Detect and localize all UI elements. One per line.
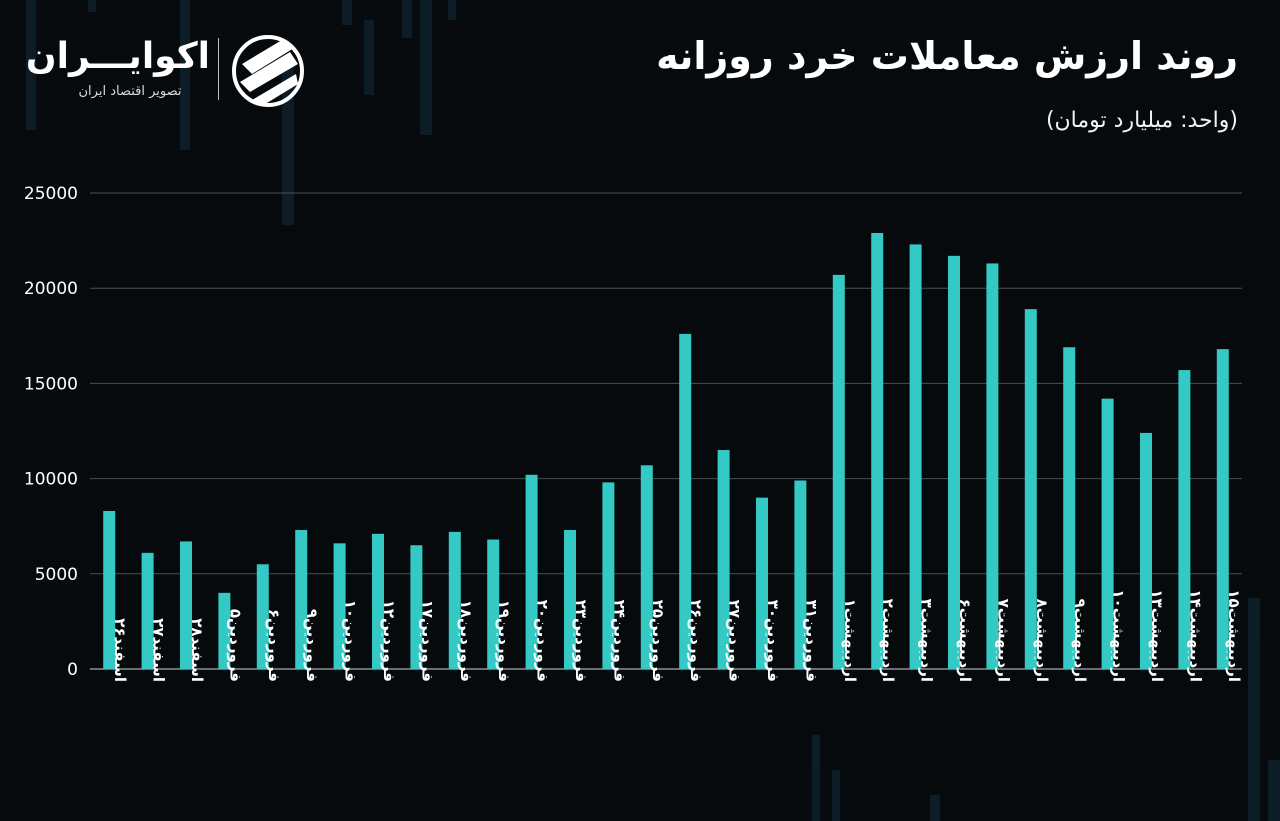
- brand-name: اکوایـــران: [25, 36, 210, 77]
- x-tick-label: اردیبهشت۱: [841, 599, 859, 682]
- bar: [679, 333, 692, 669]
- x-tick-label: اردیبهشت۱۳: [1148, 589, 1166, 682]
- x-axis-ticks: اسفند۲۶ اسفند۲۷ اسفند۲۸ فروردین۵ فروردین۶ فرو…: [111, 589, 1243, 682]
- brand-mark-icon: [232, 35, 304, 107]
- bar: [333, 543, 346, 669]
- y-tick-label: 10000: [24, 470, 78, 490]
- chart-title: روند ارزش معاملات خرد روزانه: [656, 34, 1238, 78]
- bar: [103, 510, 116, 669]
- bar: [1140, 432, 1152, 669]
- bar: [986, 263, 999, 669]
- x-tick-label: اسفند۲۶: [111, 618, 129, 682]
- x-tick-label: اردیبهشت۹: [1071, 599, 1089, 682]
- y-tick-label: 5000: [35, 565, 78, 585]
- bar: [141, 552, 154, 669]
- bar: [948, 255, 960, 669]
- bar: [525, 474, 538, 669]
- y-tick-label: 0: [67, 660, 78, 680]
- y-axis-ticks: 25000 20000 15000 10000 5000 0: [24, 184, 78, 680]
- bar: [372, 533, 384, 669]
- bar: [256, 564, 269, 669]
- x-tick-label: اردیبهشت۶: [956, 599, 974, 682]
- bar: [295, 530, 308, 669]
- x-tick-label: فروردین۲۶: [687, 600, 705, 682]
- bar: [602, 482, 615, 669]
- bar: [1178, 370, 1191, 669]
- y-tick-label: 15000: [24, 374, 78, 394]
- x-tick-label: اردیبهشت۷: [994, 599, 1012, 682]
- x-tick-label: اردیبهشت۱۰: [1110, 589, 1128, 682]
- bars: [103, 232, 1229, 669]
- x-tick-label: اردیبهشت۸: [1033, 599, 1051, 682]
- bar: [794, 480, 807, 669]
- y-tick-label: 25000: [24, 184, 78, 204]
- x-tick-label: فروردین۳۰: [764, 600, 782, 682]
- bar: [756, 497, 768, 669]
- brand-tagline: تصویر اقتصاد ایران: [78, 84, 182, 99]
- x-tick-label: فروردین۱۹: [495, 600, 513, 682]
- gridlines: [90, 192, 1242, 670]
- x-tick-label: فروردین۲۷: [726, 600, 744, 682]
- x-tick-label: فروردین۱۷: [418, 600, 436, 682]
- bar: [410, 545, 423, 669]
- bar: [180, 541, 192, 669]
- x-tick-label: اردیبهشت۱۵: [1225, 589, 1243, 682]
- x-tick-label: فروردین۹: [303, 609, 321, 682]
- x-tick-label: اردیبهشت۱۴: [1186, 589, 1204, 682]
- bar: [1063, 347, 1076, 669]
- bar: [832, 274, 845, 669]
- bar: [448, 531, 461, 669]
- x-tick-label: فروردین۵: [226, 609, 244, 682]
- bar: [1216, 349, 1229, 669]
- bar: [1101, 398, 1114, 669]
- x-tick-label: فروردین۲۴: [610, 600, 628, 682]
- y-tick-label: 20000: [24, 279, 78, 299]
- bar: [564, 530, 576, 669]
- x-tick-label: فروردین۱۲: [380, 600, 398, 682]
- brand-logo[interactable]: اکوایـــران تصویر اقتصاد ایران: [25, 34, 320, 114]
- bar: [717, 450, 730, 669]
- x-tick-label: فروردین۳۱: [802, 600, 820, 682]
- x-tick-label: فروردین۱۸: [457, 600, 475, 682]
- x-tick-label: اردیبهشت۲: [879, 599, 897, 682]
- x-tick-label: فروردین۱۰: [342, 600, 360, 682]
- logo-divider: [218, 38, 219, 100]
- bar: [909, 244, 922, 669]
- x-tick-label: فروردین۲۵: [649, 600, 667, 682]
- x-tick-label: فروردین۲۰: [534, 600, 552, 682]
- bar: [871, 232, 884, 669]
- bar: [487, 539, 500, 669]
- x-tick-label: فروردین۶: [265, 609, 283, 682]
- bar: [218, 592, 231, 669]
- x-tick-label: اسفند۲۷: [150, 618, 168, 682]
- chart-unit-subtitle: (واحد: میلیارد تومان): [1045, 108, 1238, 133]
- bar: [640, 465, 653, 669]
- x-tick-label: فروردین۲۳: [572, 600, 590, 682]
- x-tick-label: اردیبهشت۳: [918, 599, 936, 682]
- x-tick-label: اسفند۲۸: [188, 618, 206, 682]
- bar: [1024, 309, 1037, 669]
